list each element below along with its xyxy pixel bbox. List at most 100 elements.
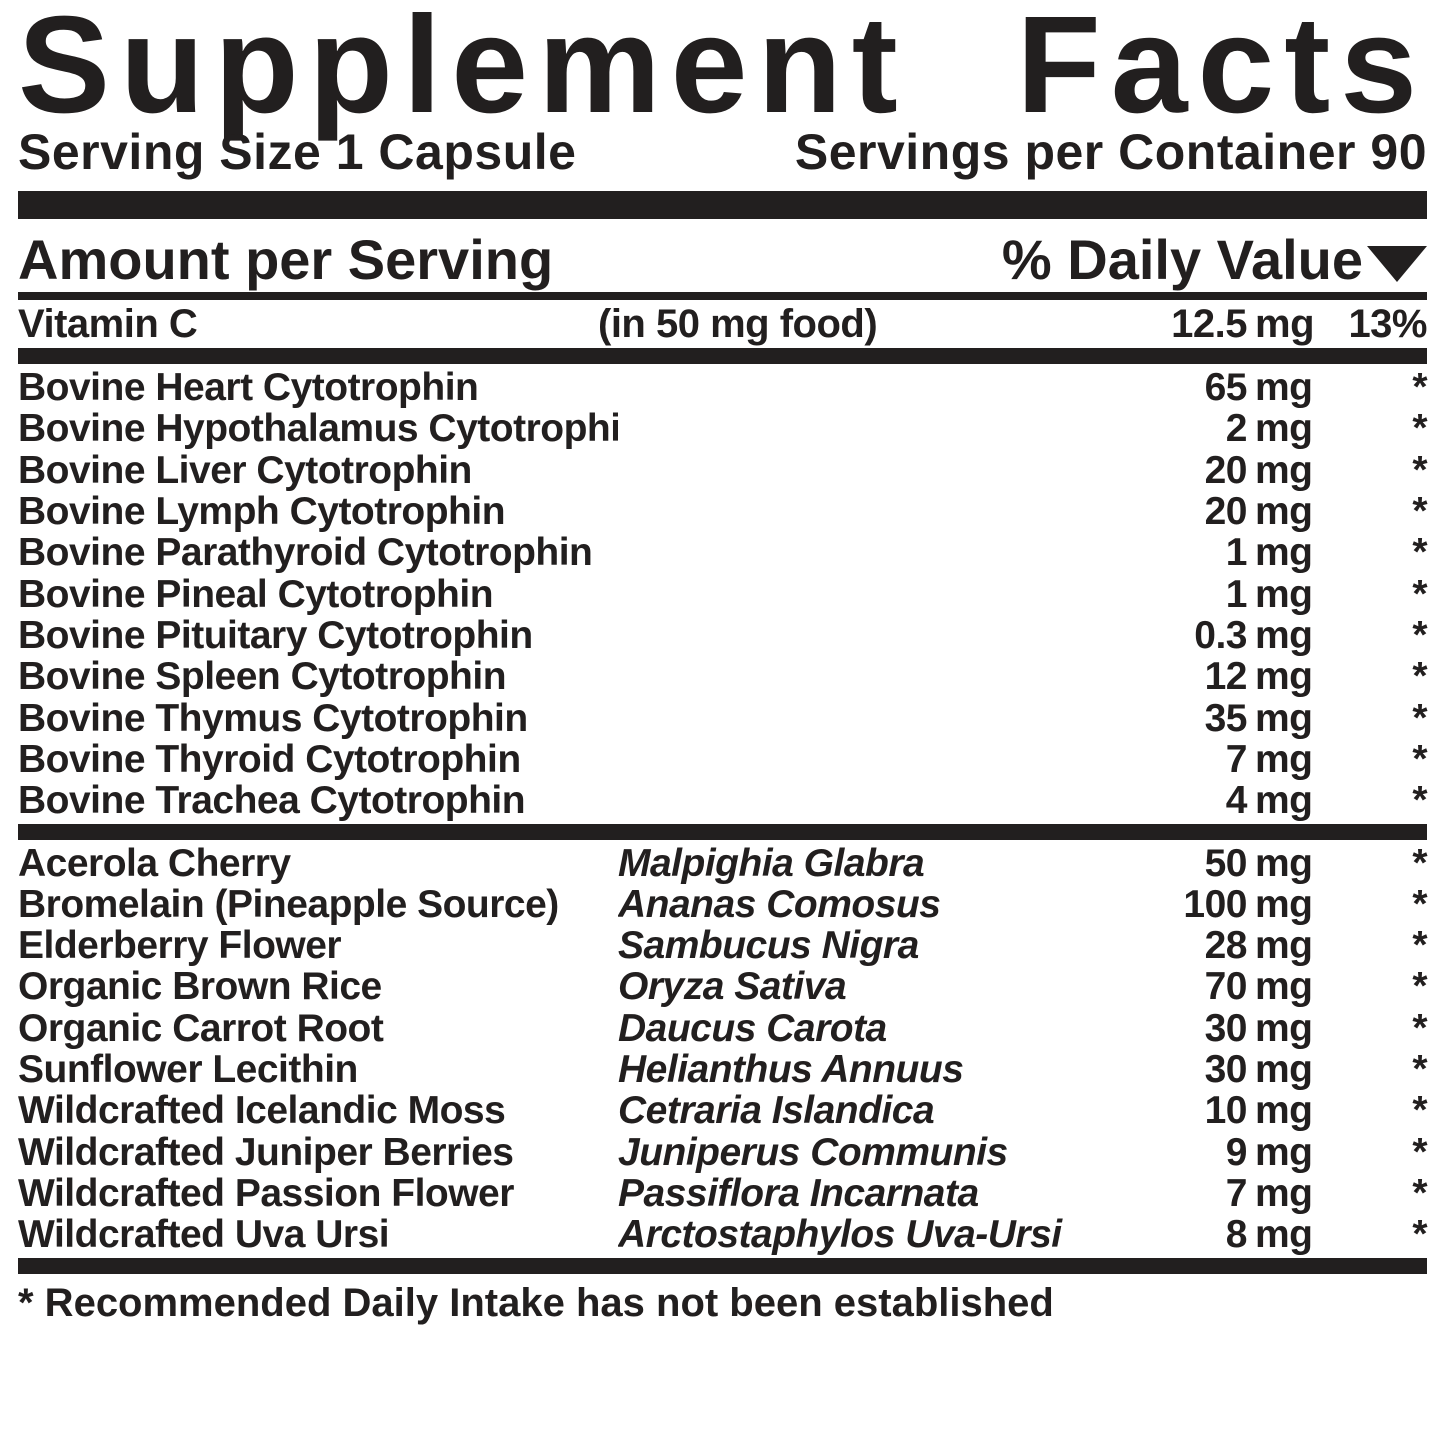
ingredient-unit: mg (1247, 450, 1317, 491)
table-row: Acerola CherryMalpighia Glabra50mg* (18, 843, 1427, 884)
ingredient-dv: * (1317, 780, 1427, 821)
ingredient-unit: mg (1247, 698, 1317, 739)
table-row: Wildcrafted Passion FlowerPassiflora Inc… (18, 1173, 1427, 1214)
divider-med (18, 1258, 1427, 1274)
ingredient-amount: 4 (1097, 780, 1247, 821)
ingredient-name: Wildcrafted Uva Ursi (18, 1214, 618, 1255)
ingredient-amount: 1 (1097, 574, 1247, 615)
ingredient-unit: mg (1247, 367, 1317, 408)
ingredient-name: Bovine Spleen Cytotrophin (18, 656, 618, 697)
table-row: Bovine Thyroid Cytotrophin 7mg* (18, 739, 1427, 780)
ingredient-unit: mg (1247, 925, 1317, 966)
ingredient-latin: Ananas Comosus (618, 884, 1097, 925)
ingredient-unit: mg (1247, 1049, 1317, 1090)
ingredient-name: Vitamin C (18, 304, 598, 344)
ingredient-unit: mg (1247, 884, 1317, 925)
table-row: Organic Carrot RootDaucus Carota30mg* (18, 1008, 1427, 1049)
ingredient-dv: * (1317, 532, 1427, 573)
ingredient-amount: 7 (1097, 1173, 1247, 1214)
table-row: Elderberry FlowerSambucus Nigra28mg* (18, 925, 1427, 966)
table-row: Bovine Trachea Cytotrophin4mg* (18, 780, 1427, 821)
ingredient-latin: Helianthus Annuus (618, 1049, 1097, 1090)
ingredient-unit: mg (1247, 843, 1317, 884)
ingredient-unit: mg (1247, 1008, 1317, 1049)
table-row: Bromelain (Pineapple Source)Ananas Comos… (18, 884, 1427, 925)
table-row: Bovine Parathyroid Cytotrophin1mg* (18, 532, 1427, 573)
ingredient-dv: * (1317, 615, 1427, 656)
divider-thick (18, 191, 1427, 219)
amount-per-serving-header: Amount per Serving (18, 231, 553, 290)
ingredient-amount: 30 (1097, 1049, 1247, 1090)
table-row: Wildcrafted Juniper BerriesJuniperus Com… (18, 1132, 1427, 1173)
ingredient-unit: mg (1247, 1132, 1317, 1173)
ingredient-amount: 28 (1097, 925, 1247, 966)
ingredient-amount: 50 (1097, 843, 1247, 884)
ingredient-dv: * (1317, 1132, 1427, 1173)
ingredient-name: Wildcrafted Juniper Berries (18, 1132, 618, 1173)
ingredient-name: Elderberry Flower (18, 925, 618, 966)
ingredient-unit: mg (1247, 408, 1317, 449)
ingredient-name: Wildcrafted Passion Flower (18, 1173, 618, 1214)
ingredient-dv: * (1317, 925, 1427, 966)
ingredient-dv: * (1317, 1173, 1427, 1214)
ingredient-amount: 12.5 (1097, 304, 1247, 344)
ingredient-latin: Arctostaphylos Uva-Ursi (618, 1214, 1097, 1255)
ingredient-latin: Cetraria Islandica (618, 1090, 1097, 1131)
divider-med (18, 348, 1427, 364)
footnote: * Recommended Daily Intake has not been … (18, 1277, 1427, 1326)
ingredient-name: Bovine Pineal Cytotrophin (18, 574, 618, 615)
table-row: Bovine Thymus Cytotrophin35mg* (18, 698, 1427, 739)
ingredient-name: Bovine Hypothalamus Cytotrophin (18, 408, 618, 449)
ingredient-unit: mg (1247, 304, 1317, 344)
table-row: Wildcrafted Icelandic MossCetraria Islan… (18, 1090, 1427, 1131)
ingredient-latin: Sambucus Nigra (618, 925, 1097, 966)
ingredient-amount: 0.3 (1097, 615, 1247, 656)
ingredient-unit: mg (1247, 966, 1317, 1007)
ingredient-latin: Oryza Sativa (618, 966, 1097, 1007)
ingredient-amount: 7 (1097, 739, 1247, 780)
ingredient-amount: 1 (1097, 532, 1247, 573)
ingredient-dv: * (1317, 1008, 1427, 1049)
ingredient-amount: 65 (1097, 367, 1247, 408)
table-row: Bovine Liver Cytotrophin20mg* (18, 450, 1427, 491)
ingredient-name: Organic Brown Rice (18, 966, 618, 1007)
vitamin-c-row: Vitamin C (in 50 mg food) 12.5 mg 13% (18, 302, 1427, 346)
ingredient-name: Bovine Thyroid Cytotrophin (18, 739, 618, 780)
ingredient-latin: Juniperus Communis (618, 1132, 1097, 1173)
ingredient-name: Bovine Pituitary Cytotrophin (18, 615, 618, 656)
ingredient-amount: 8 (1097, 1214, 1247, 1255)
ingredient-name: Organic Carrot Root (18, 1008, 618, 1049)
table-row: Bovine Pineal Cytotrophin1mg* (18, 574, 1427, 615)
panel-title: Supplement Facts (18, 0, 1427, 131)
ingredient-name: Sunflower Lecithin (18, 1049, 618, 1090)
ingredient-dv: * (1317, 491, 1427, 532)
ingredient-name: Bromelain (Pineapple Source) (18, 884, 618, 925)
column-headers: Amount per Serving % Daily Value (18, 229, 1427, 290)
ingredient-name: Wildcrafted Icelandic Moss (18, 1090, 618, 1131)
servings-per-container: Servings per Container 90 (795, 123, 1427, 181)
botanical-list: Acerola CherryMalpighia Glabra50mg*Brome… (18, 843, 1427, 1256)
table-row: Wildcrafted Uva UrsiArctostaphylos Uva-U… (18, 1214, 1427, 1255)
ingredient-dv: * (1317, 1090, 1427, 1131)
table-row: Bovine Lymph Cytotrophin20mg* (18, 491, 1427, 532)
ingredient-dv: * (1317, 884, 1427, 925)
ingredient-unit: mg (1247, 1173, 1317, 1214)
ingredient-unit: mg (1247, 491, 1317, 532)
ingredient-amount: 10 (1097, 1090, 1247, 1131)
ingredient-dv: * (1317, 656, 1427, 697)
ingredient-dv: * (1317, 739, 1427, 780)
ingredient-name: Bovine Trachea Cytotrophin (18, 780, 618, 821)
ingredient-unit: mg (1247, 532, 1317, 573)
ingredient-amount: 70 (1097, 966, 1247, 1007)
ingredient-latin: Daucus Carota (618, 1008, 1097, 1049)
divider (18, 292, 1427, 300)
table-row: Bovine Pituitary Cytotrophin0.3mg* (18, 615, 1427, 656)
ingredient-amount: 9 (1097, 1132, 1247, 1173)
ingredient-name: Bovine Liver Cytotrophin (18, 450, 618, 491)
ingredient-dv: * (1317, 698, 1427, 739)
ingredient-unit: mg (1247, 739, 1317, 780)
ingredient-unit: mg (1247, 1090, 1317, 1131)
table-row: Bovine Heart Cytotrophin65mg* (18, 367, 1427, 408)
ingredient-name: Bovine Lymph Cytotrophin (18, 491, 618, 532)
ingredient-latin: Malpighia Glabra (618, 843, 1097, 884)
